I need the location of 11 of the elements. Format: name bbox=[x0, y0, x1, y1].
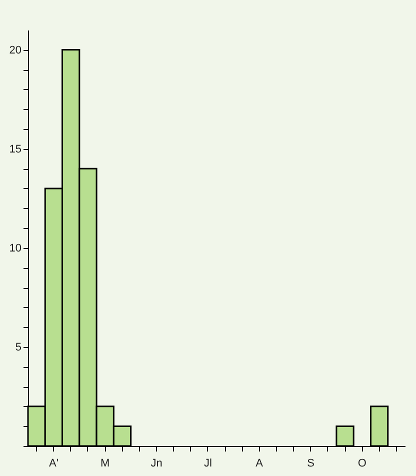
x-tick-label: S bbox=[307, 458, 314, 470]
x-tick-label: M bbox=[100, 458, 110, 470]
y-tick-label: 10 bbox=[9, 242, 22, 254]
y-tick-label: 20 bbox=[9, 44, 22, 56]
x-tick-label: A bbox=[256, 458, 264, 470]
y-tick-label: 15 bbox=[9, 143, 22, 156]
x-tick-label: Jl bbox=[204, 458, 212, 470]
x-tick-label: Jn bbox=[150, 458, 162, 470]
x-tick-label: O bbox=[358, 458, 367, 470]
y-tick-label: 5 bbox=[15, 341, 22, 354]
x-tick-label: A' bbox=[48, 458, 58, 470]
